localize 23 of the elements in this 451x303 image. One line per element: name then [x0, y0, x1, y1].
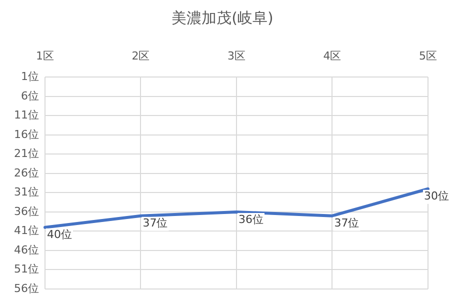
y-tick-label: 16位: [14, 128, 39, 141]
y-tick-label: 46位: [14, 243, 39, 256]
x-tick-label: 4区: [323, 49, 342, 62]
data-label: 36位: [238, 212, 264, 226]
data-label: 37位: [142, 216, 168, 230]
y-tick-label: 26位: [14, 166, 39, 180]
data-label: 30位: [424, 190, 450, 203]
y-tick-label: 56位: [14, 282, 39, 295]
data-label: 37位: [334, 216, 360, 230]
y-tick-label: 21位: [14, 147, 39, 160]
x-tick-label: 1区: [36, 49, 54, 62]
y-tick-label: 6位: [20, 89, 39, 102]
y-tick-label: 36位: [14, 204, 39, 218]
x-tick-label: 5区: [419, 49, 437, 62]
y-tick-label: 31位: [14, 186, 39, 199]
x-tick-label: 2区: [132, 49, 150, 62]
y-tick-label: 11位: [14, 108, 39, 122]
y-tick-label: 51位: [14, 262, 39, 276]
y-tick-label: 1位: [20, 70, 39, 84]
data-label: 40位: [46, 228, 72, 242]
x-tick-label: 3区: [228, 49, 246, 62]
y-tick-label: 41位: [14, 224, 39, 238]
chart-title: 美濃加茂(岐阜): [172, 8, 274, 27]
